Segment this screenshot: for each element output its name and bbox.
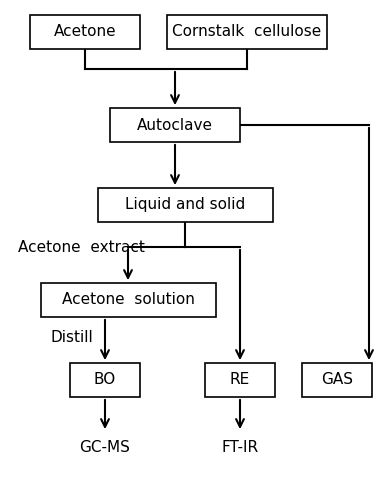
Bar (110, 108, 240, 142)
Bar (40, 283, 216, 317)
Text: Acetone  extract: Acetone extract (18, 240, 145, 254)
Bar (98, 188, 272, 222)
Bar (30, 15, 140, 49)
Text: Autoclave: Autoclave (137, 118, 213, 132)
Text: Liquid and solid: Liquid and solid (125, 198, 245, 212)
Text: GAS: GAS (321, 372, 353, 388)
Text: Acetone: Acetone (54, 24, 116, 40)
Text: Distill: Distill (50, 330, 93, 344)
Text: GC-MS: GC-MS (80, 440, 130, 456)
Text: BO: BO (94, 372, 116, 388)
Text: RE: RE (230, 372, 250, 388)
Text: FT-IR: FT-IR (221, 440, 259, 456)
Bar (167, 15, 327, 49)
Text: Cornstalk  cellulose: Cornstalk cellulose (172, 24, 322, 40)
Text: Acetone  solution: Acetone solution (62, 292, 194, 308)
Bar (205, 363, 275, 397)
Bar (70, 363, 140, 397)
Bar (302, 363, 372, 397)
